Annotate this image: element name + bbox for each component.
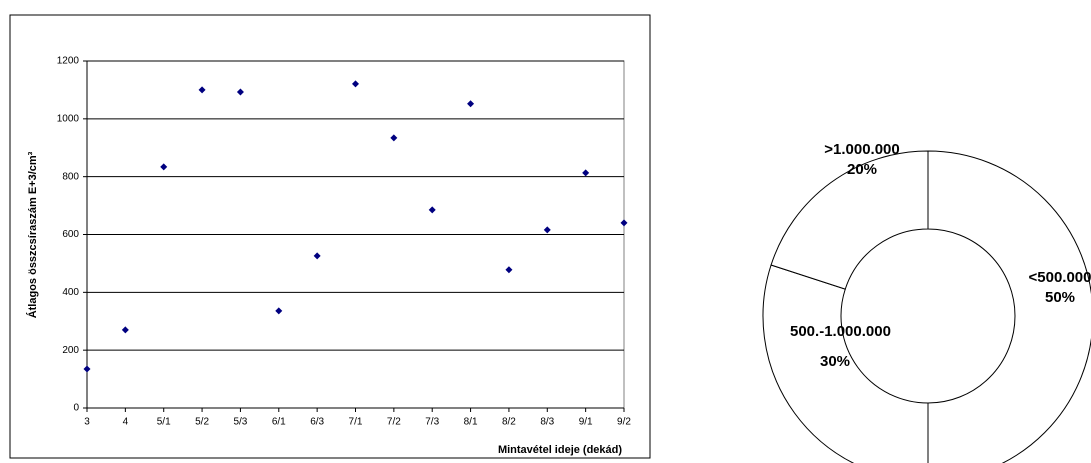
data-point — [352, 80, 359, 88]
y-tick-label: 600 — [62, 229, 79, 240]
data-point — [160, 163, 168, 171]
data-point — [313, 252, 321, 260]
x-tick-label: 8/2 — [502, 417, 516, 428]
x-tick-label: 8/3 — [540, 417, 554, 428]
data-point — [505, 266, 513, 274]
data-point — [121, 326, 129, 334]
data-point — [582, 169, 590, 177]
donut-slice — [927, 150, 1091, 463]
data-point — [275, 307, 283, 315]
x-tick-label: 7/1 — [349, 417, 363, 428]
slice-label: 500.-1.000.000 — [790, 323, 891, 340]
data-point — [236, 88, 244, 96]
slice-label: <500.000 — [1028, 269, 1091, 286]
donut-slice — [762, 264, 929, 463]
x-tick-label: 9/1 — [579, 417, 593, 428]
x-tick-label: 8/1 — [464, 417, 478, 428]
y-tick-label: 800 — [62, 171, 79, 182]
y-tick-label: 200 — [62, 345, 79, 356]
y-tick-label: 0 — [73, 403, 79, 414]
data-point — [543, 226, 551, 234]
x-tick-label: 6/1 — [272, 417, 286, 428]
data-point — [83, 365, 91, 373]
x-tick-label: 5/1 — [157, 417, 171, 428]
data-point — [390, 134, 398, 142]
y-tick-label: 400 — [62, 287, 79, 298]
slice-value: 20% — [846, 161, 878, 178]
data-point — [620, 219, 628, 227]
slice-label: >1.000.000 — [824, 141, 900, 158]
x-tick-label: 3 — [84, 417, 90, 428]
x-tick-label: 6/3 — [310, 417, 324, 428]
data-point — [428, 206, 436, 214]
x-tick-label: 7/3 — [425, 417, 439, 428]
x-axis-label: Mintavétel ideje (dekád) — [498, 444, 622, 456]
x-tick-label: 7/2 — [387, 417, 401, 428]
data-point — [198, 86, 206, 94]
chart-frame — [9, 14, 651, 459]
x-tick-label: 5/2 — [195, 417, 209, 428]
x-tick-label: 5/3 — [233, 417, 247, 428]
y-tick-label: 1200 — [57, 56, 80, 67]
y-tick-label: 1000 — [57, 113, 80, 124]
data-point — [467, 100, 475, 108]
x-tick-label: 9/2 — [617, 417, 631, 428]
slice-value: 50% — [1044, 289, 1076, 306]
x-tick-label: 4 — [123, 417, 129, 428]
donut-slice — [770, 150, 929, 290]
y-axis-label: Átlagos összcsíraszám E+3/cm³ — [26, 151, 39, 318]
slice-value: 30% — [819, 353, 851, 370]
